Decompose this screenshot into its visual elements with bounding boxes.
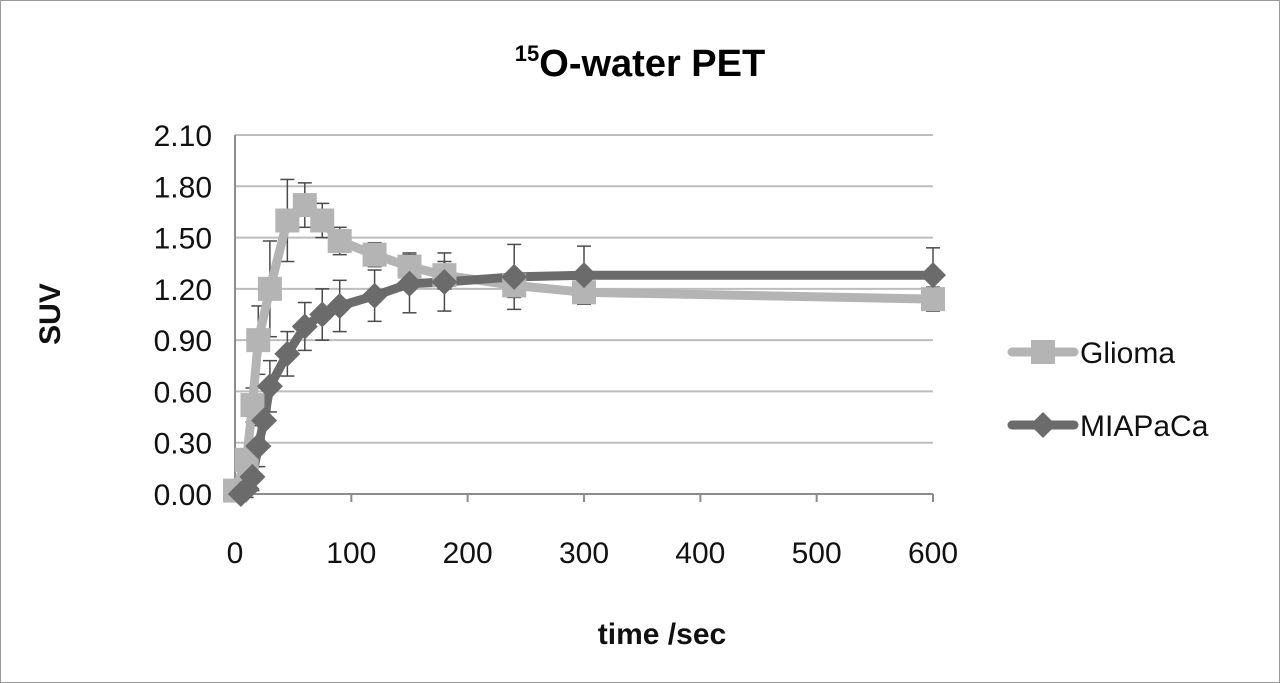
- x-tick-label: 0: [227, 537, 244, 570]
- data-point-glioma: [362, 242, 387, 267]
- x-tick-label: 100: [326, 537, 376, 570]
- x-tick-label: 200: [443, 537, 493, 570]
- y-tick-label: 1.50: [154, 223, 212, 256]
- data-point-miapaca: [239, 463, 266, 490]
- y-tick-label: 1.80: [154, 171, 212, 204]
- data-point-miapaca: [326, 292, 353, 319]
- chart-title-main: O-water PET: [539, 43, 765, 85]
- data-point-miapaca: [431, 269, 458, 296]
- legend-label-glioma: Glioma: [1080, 337, 1175, 370]
- data-point-glioma: [310, 208, 335, 233]
- x-tick-labels: 0 100 200 300 400 500 600: [227, 537, 958, 570]
- y-tick-label: 1.20: [154, 274, 212, 307]
- data-point-miapaca: [396, 270, 423, 297]
- legend-label-miapaca: MIAPaCa: [1080, 410, 1209, 443]
- data-point-miapaca: [256, 373, 283, 400]
- y-tick-labels: 0.00 0.30 0.60 0.90 1.20 1.50 1.80 2.10: [154, 120, 212, 512]
- data-point-miapaca: [274, 340, 301, 367]
- data-point-glioma: [327, 228, 352, 253]
- y-tick-label: 0.60: [154, 376, 212, 409]
- data-point-miapaca: [291, 313, 318, 340]
- y-tick-label: 0.00: [154, 479, 212, 512]
- series-markers: [223, 193, 946, 507]
- data-point-miapaca: [571, 262, 597, 289]
- y-axis-label: SUV: [34, 283, 67, 345]
- x-tick-label: 300: [559, 537, 609, 570]
- y-tick-label: 2.10: [154, 120, 212, 153]
- data-point-glioma: [921, 287, 945, 312]
- chart-title-superscript: 15: [515, 41, 539, 66]
- y-tick-label: 0.30: [154, 428, 212, 461]
- data-point-miapaca: [501, 263, 528, 290]
- gridlines: [234, 134, 934, 502]
- legend: Glioma MIAPaCa: [1007, 337, 1209, 443]
- data-point-miapaca: [245, 433, 272, 460]
- x-tick-label: 600: [908, 537, 958, 570]
- x-tick-label: 400: [675, 537, 725, 570]
- x-tick-label: 500: [792, 537, 842, 570]
- legend-marker-glioma: [1031, 340, 1055, 364]
- data-point-glioma: [246, 328, 271, 353]
- data-point-miapaca: [251, 407, 278, 434]
- legend-marker-miapaca: [1030, 412, 1056, 438]
- chart-title: 15O-water PET: [515, 41, 765, 85]
- x-axis-label: time /sec: [598, 618, 726, 651]
- data-point-miapaca: [361, 282, 388, 309]
- y-tick-label: 0.90: [154, 325, 212, 358]
- data-point-miapaca: [920, 262, 946, 289]
- data-point-glioma: [257, 276, 282, 301]
